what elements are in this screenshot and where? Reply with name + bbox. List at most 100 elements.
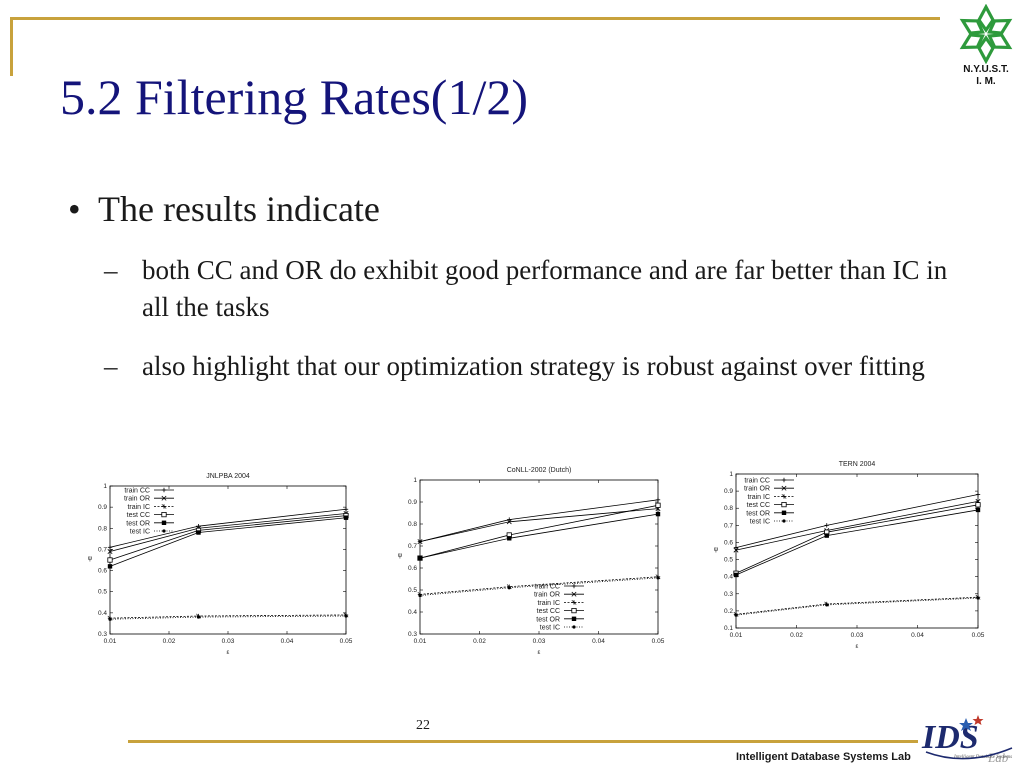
legend-marker (781, 493, 787, 499)
plot-frame (735, 473, 979, 629)
legend-entry-label: test OR (126, 520, 150, 527)
legend-entry-label: test CC (747, 502, 770, 509)
data-point (107, 557, 113, 563)
x-axis-label: ε (538, 649, 541, 656)
sub-bullet-1-text: both CC and OR do exhibit good performan… (142, 255, 948, 322)
legend-marker (781, 510, 787, 515)
y-tick-label: 0.9 (408, 499, 417, 506)
y-tick-label: 0.8 (98, 525, 107, 532)
emblem-petal (959, 33, 985, 50)
y-tick-label: 0.7 (724, 522, 733, 529)
y-tick-label: 0.5 (98, 589, 107, 596)
series-line (419, 576, 659, 595)
page-number: 22 (416, 718, 430, 733)
ids-logo-lab: Lab (987, 750, 1009, 765)
x-tick-label: 0.02 (163, 638, 176, 645)
legend-marker (572, 625, 576, 629)
series-line (419, 508, 659, 542)
x-tick-label: 0.01 (730, 632, 743, 639)
legend-marker (781, 477, 787, 483)
x-tick-label: 0.04 (911, 632, 924, 639)
legend-entry-label: train IC (747, 494, 770, 501)
data-point (507, 536, 512, 541)
y-tick-label: 0.9 (98, 504, 107, 511)
logo-line-1: N.Y.U.S.T. (963, 64, 1009, 75)
series-line (735, 596, 979, 615)
legend-entry-label: train CC (124, 488, 150, 495)
y-tick-label: 0.5 (724, 557, 733, 564)
snowflake-emblem-icon (959, 4, 1013, 64)
y-tick-label: 0.9 (724, 488, 733, 495)
emblem-petal (987, 33, 1013, 50)
legend-entry-label: test CC (127, 512, 150, 519)
data-point (107, 564, 113, 569)
bottom-frame-line (128, 740, 918, 743)
data-point (107, 549, 113, 555)
data-point (507, 517, 512, 522)
legend-entry-label: train IC (127, 504, 150, 511)
legend-entry-label: train CC (534, 584, 560, 591)
y-tick-label: 0.8 (724, 505, 733, 512)
footer-lab-name: Intelligent Database Systems Lab (736, 751, 911, 763)
legend-entry-label: train IC (537, 600, 560, 607)
nyust-logo: N.Y.U.S.T. I. M. (950, 4, 1022, 90)
legend-marker (571, 583, 577, 589)
chart-title: CoNLL-2002 (Dutch) (507, 467, 572, 474)
legend-marker (161, 503, 167, 509)
data-point (343, 507, 349, 512)
chart-title: JNLPBA 2004 (206, 473, 250, 480)
chart-title: TERN 2004 (839, 461, 876, 468)
y-tick-label: 1 (413, 477, 417, 484)
legend-entry-label: train OR (124, 496, 150, 503)
emblem-petal (977, 4, 995, 33)
legend-marker (782, 519, 786, 523)
x-tick-label: 0.05 (652, 638, 665, 645)
legend-marker (781, 485, 787, 491)
data-point (196, 530, 201, 535)
data-point (417, 539, 423, 545)
legend-marker (161, 495, 167, 501)
y-tick-label: 0.7 (408, 543, 417, 550)
legend-marker (161, 487, 167, 493)
main-bullet: • The results indicate (68, 188, 380, 230)
data-point (507, 586, 511, 590)
data-point (506, 519, 512, 525)
x-tick-label: 0.01 (104, 638, 117, 645)
emblem-petal (987, 18, 1013, 35)
data-point (655, 497, 661, 502)
y-tick-label: 0.4 (724, 574, 733, 581)
legend-marker (161, 512, 167, 518)
y-tick-label: 0.4 (98, 610, 107, 617)
left-frame-line (10, 20, 13, 76)
legend-marker (781, 502, 787, 508)
legend-marker (571, 616, 577, 621)
legend-marker (161, 520, 167, 525)
ids-lab-logo: IDS Lab Intelligent Database Systems (916, 712, 1020, 768)
data-point (975, 492, 981, 497)
legend-entry-label: train CC (744, 478, 770, 485)
data-point (733, 572, 739, 578)
legend-entry-label: test CC (537, 608, 560, 615)
y-tick-label: 1 (103, 483, 107, 490)
x-tick-label: 0.03 (222, 638, 235, 645)
series-line (419, 499, 659, 542)
data-point (824, 523, 829, 528)
data-point (733, 547, 739, 553)
data-point (107, 545, 113, 550)
data-point (976, 596, 980, 600)
x-tick-label: 0.02 (790, 632, 803, 639)
legend-entry-label: test IC (130, 529, 150, 536)
data-point (733, 545, 739, 550)
x-tick-label: 0.04 (281, 638, 294, 645)
top-frame-line (10, 17, 940, 20)
bullet-dot: • (68, 189, 81, 229)
y-tick-label: 0.5 (408, 587, 417, 594)
legend-entry-label: test IC (540, 625, 560, 632)
y-tick-label: 1 (729, 471, 733, 478)
data-point (975, 502, 981, 508)
x-axis-label: ε (227, 649, 230, 656)
legend-entry-label: test OR (746, 510, 770, 517)
slide-title: 5.2 Filtering Rates(1/2) (60, 69, 528, 125)
series-line (735, 597, 979, 616)
